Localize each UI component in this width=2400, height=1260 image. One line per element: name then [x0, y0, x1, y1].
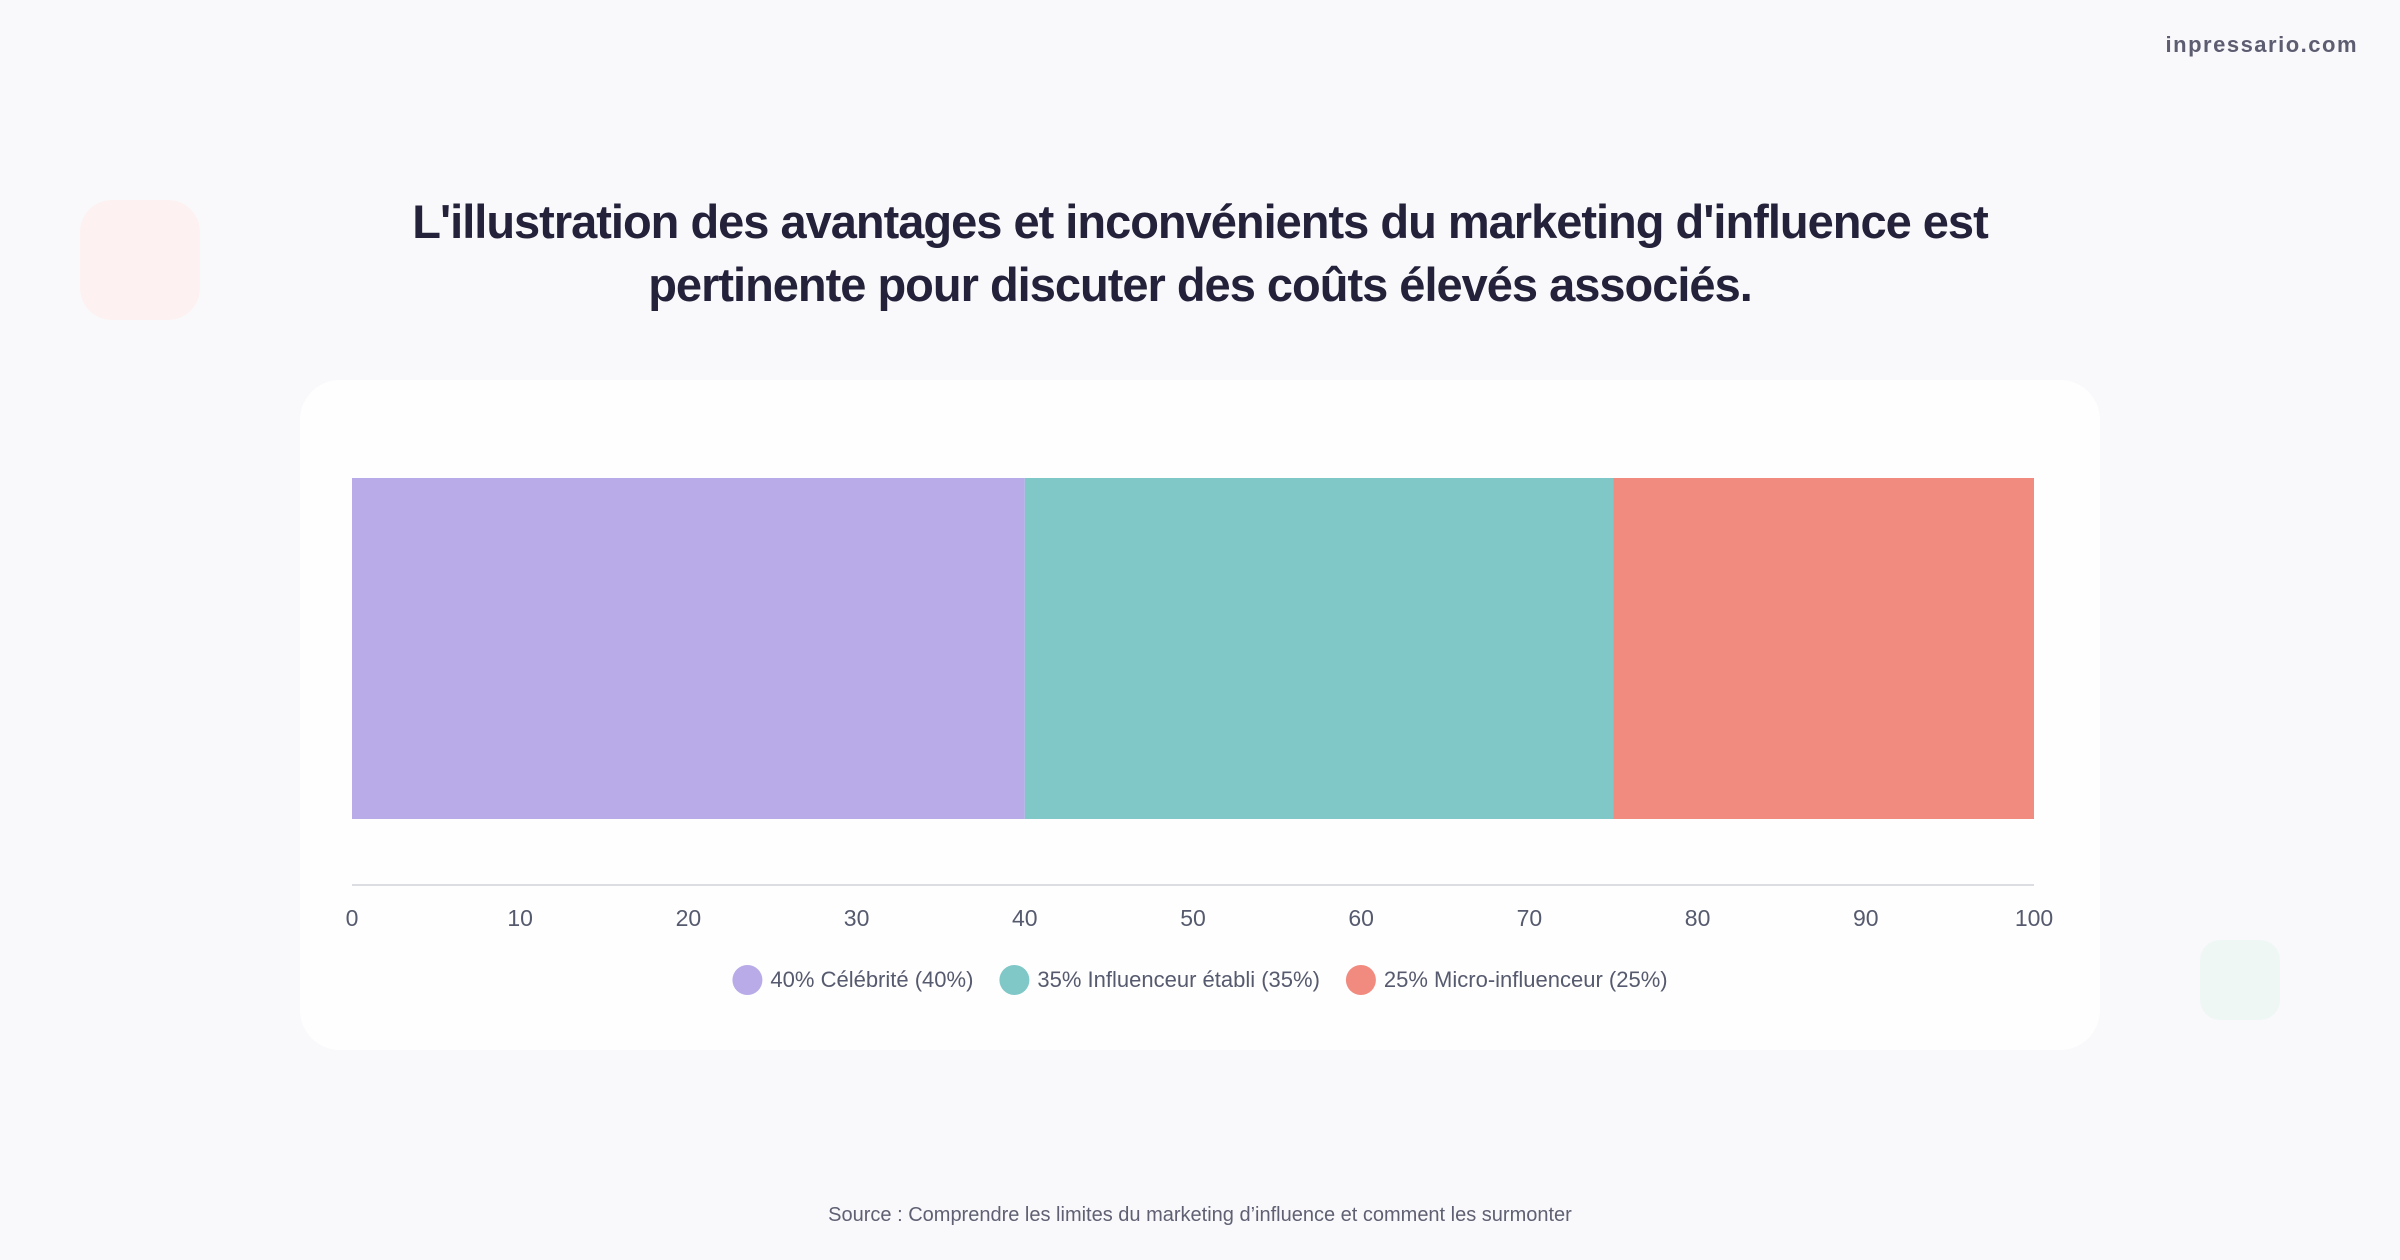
x-tick-label: 10: [507, 905, 533, 931]
legend-label: 25% Micro-influenceur (25%): [1384, 967, 1668, 992]
x-tick-label: 30: [844, 905, 870, 931]
x-tick-label: 90: [1853, 905, 1879, 931]
x-tick-label: 80: [1685, 905, 1711, 931]
legend-marker: [1345, 965, 1376, 995]
legend-label: 35% Influenceur établi (35%): [1037, 967, 1320, 992]
decor-square: [80, 200, 200, 320]
x-tick-label: 50: [1180, 905, 1206, 931]
source: Source : Comprendre les limites du marke…: [828, 1204, 1572, 1226]
x-tick-label: 20: [676, 905, 702, 931]
decor-square: [2200, 940, 2280, 1020]
brand: inpressario.com: [2165, 32, 2358, 57]
legend-label: 40% Célébrité (40%): [770, 967, 973, 992]
bar-segment: [352, 478, 1025, 819]
x-tick-label: 0: [346, 905, 359, 931]
x-tick-label: 70: [1517, 905, 1543, 931]
legend-marker: [732, 965, 763, 995]
x-tick-label: 40: [1012, 905, 1038, 931]
legend-marker: [999, 965, 1030, 995]
x-tick-label: 100: [2015, 905, 2053, 931]
chart-title: L'illustration des avantages et inconvén…: [412, 195, 1988, 311]
bar-segment: [1613, 478, 2034, 819]
x-tick-label: 60: [1348, 905, 1374, 931]
bar-segment: [1024, 478, 1614, 819]
